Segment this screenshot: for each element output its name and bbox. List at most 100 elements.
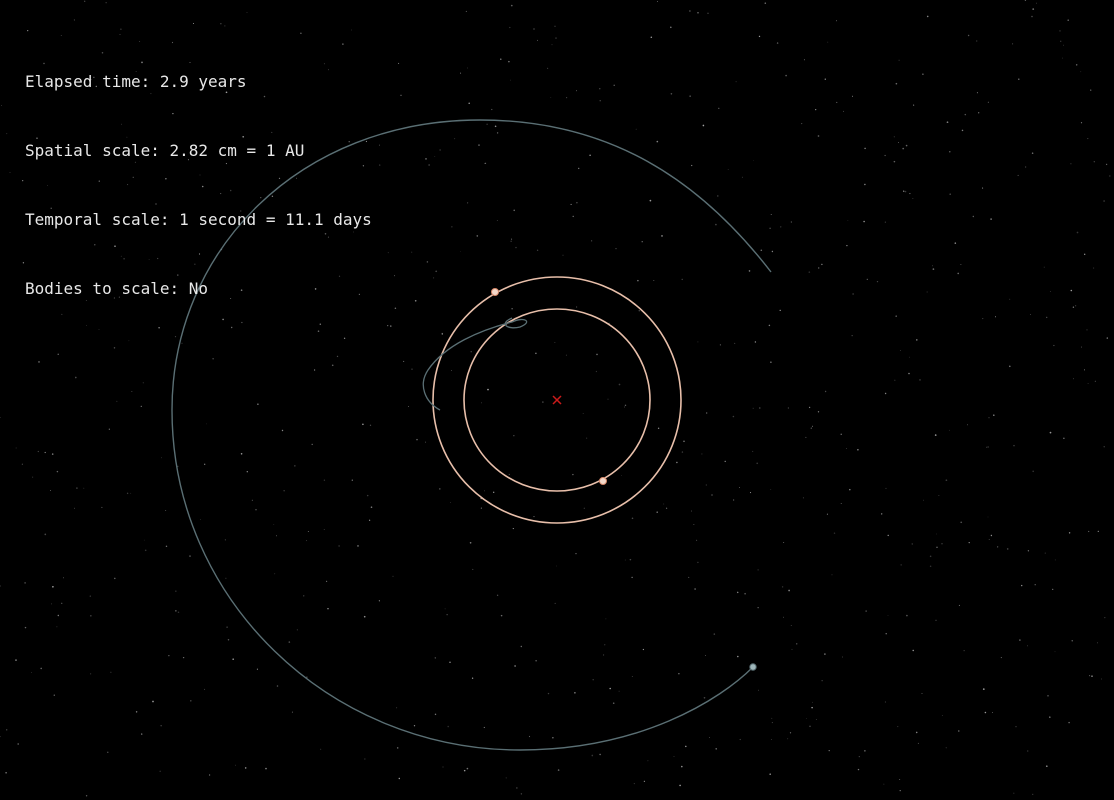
- bodies-to-scale-readout: Bodies to scale: No: [25, 279, 209, 298]
- star: [225, 577, 227, 579]
- star: [796, 643, 798, 645]
- star: [572, 473, 574, 476]
- star: [74, 376, 77, 379]
- star: [407, 406, 409, 407]
- star: [260, 197, 262, 199]
- star: [1009, 365, 1011, 368]
- star: [847, 219, 849, 221]
- star: [22, 180, 24, 182]
- star: [528, 735, 531, 738]
- star: [787, 738, 789, 740]
- star: [934, 434, 937, 436]
- star: [555, 565, 557, 567]
- star: [783, 541, 785, 543]
- star: [650, 36, 653, 39]
- star: [1025, 166, 1027, 168]
- star: [500, 58, 502, 60]
- star: [1080, 71, 1082, 73]
- star: [898, 59, 900, 61]
- star: [688, 576, 690, 578]
- star: [552, 737, 554, 739]
- star: [469, 541, 472, 544]
- star: [817, 411, 820, 413]
- star: [141, 61, 143, 64]
- star: [108, 428, 110, 430]
- star: [900, 564, 902, 566]
- star: [706, 412, 708, 414]
- star: [905, 144, 908, 147]
- star: [565, 354, 567, 356]
- star: [562, 254, 564, 256]
- star: [265, 767, 267, 770]
- star: [1067, 19, 1069, 21]
- star: [599, 100, 601, 102]
- star: [177, 611, 180, 613]
- star: [84, 0, 86, 2]
- star: [1049, 431, 1052, 434]
- star: [824, 390, 827, 393]
- star: [883, 783, 885, 785]
- star: [576, 306, 578, 308]
- star: [314, 288, 317, 290]
- star: [1017, 174, 1019, 176]
- star: [697, 561, 699, 564]
- star: [172, 112, 174, 115]
- star: [908, 372, 910, 375]
- star: [864, 183, 866, 186]
- star: [624, 559, 626, 561]
- star: [240, 210, 242, 212]
- star: [201, 185, 204, 188]
- star: [803, 59, 805, 61]
- star: [945, 747, 947, 749]
- star: [378, 144, 381, 146]
- star: [881, 513, 883, 515]
- star: [511, 308, 513, 310]
- star: [752, 450, 754, 452]
- star: [972, 215, 974, 218]
- star: [732, 499, 735, 501]
- star: [1109, 175, 1111, 177]
- star: [255, 509, 257, 511]
- star: [433, 277, 435, 279]
- star: [220, 23, 222, 25]
- star: [949, 193, 951, 195]
- star: [95, 85, 98, 88]
- star: [694, 588, 696, 590]
- star: [665, 507, 668, 509]
- star: [988, 538, 990, 540]
- star: [411, 368, 413, 370]
- star: [36, 137, 38, 139]
- star: [139, 41, 141, 43]
- star: [757, 607, 759, 609]
- star: [240, 453, 243, 455]
- star: [752, 160, 754, 162]
- star: [535, 660, 537, 662]
- star: [551, 44, 553, 46]
- star: [1036, 2, 1037, 4]
- star: [913, 104, 915, 106]
- star: [899, 349, 901, 351]
- star: [764, 2, 767, 4]
- star: [425, 158, 427, 160]
- probe-transfer-trail: [422, 317, 528, 411]
- star: [174, 335, 177, 338]
- outer-planet-marker-icon[interactable]: [491, 288, 499, 296]
- star: [826, 513, 828, 515]
- star: [1068, 721, 1070, 724]
- star: [414, 299, 417, 302]
- star: [224, 539, 226, 541]
- star: [363, 615, 366, 618]
- star: [1103, 200, 1105, 202]
- probe-marker-icon[interactable]: [749, 663, 757, 671]
- star: [447, 725, 449, 728]
- star: [757, 569, 759, 571]
- star: [711, 494, 713, 496]
- star: [987, 446, 989, 448]
- inner-planet-marker-icon[interactable]: [599, 477, 607, 485]
- star: [691, 164, 693, 167]
- star: [727, 169, 729, 170]
- star: [554, 602, 556, 604]
- star: [821, 263, 823, 266]
- star: [516, 787, 518, 789]
